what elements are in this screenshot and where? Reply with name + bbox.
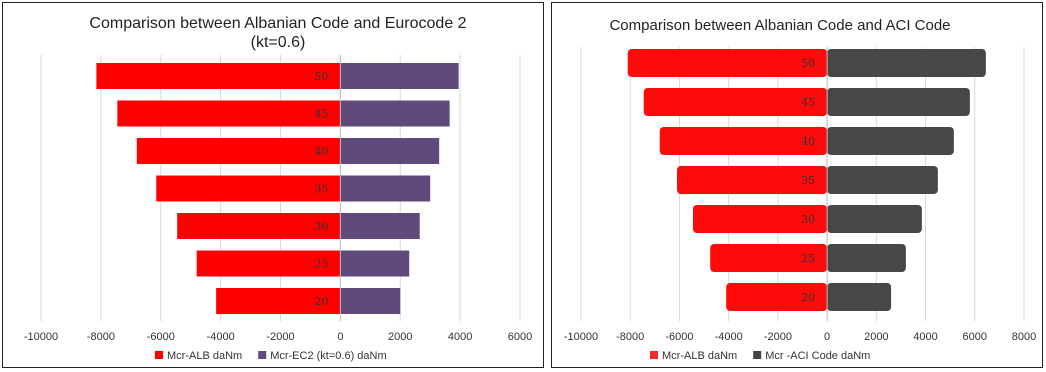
bar-alb xyxy=(136,138,341,164)
category-label: 45 xyxy=(314,108,328,121)
x-tick-label: 0 xyxy=(337,331,343,343)
bar-alb xyxy=(156,175,341,202)
legend-label: Mcr-ALB daNm xyxy=(167,350,242,362)
bar-compare xyxy=(340,213,420,239)
bar-compare xyxy=(827,166,938,194)
bar-alb xyxy=(117,100,341,127)
bar-compare xyxy=(340,288,401,314)
x-tick-label: -10000 xyxy=(564,331,598,343)
x-tick-label: 2000 xyxy=(388,331,412,343)
bar-compare xyxy=(827,127,954,155)
category-label: 50 xyxy=(801,57,815,70)
category-label: 40 xyxy=(314,145,328,158)
x-tick-label: 2000 xyxy=(864,331,888,343)
bar-compare xyxy=(340,100,450,127)
category-label: 30 xyxy=(801,213,815,226)
legend-swatch xyxy=(650,351,658,359)
bar-compare xyxy=(340,138,440,164)
bar-alb xyxy=(177,213,341,239)
x-tick-label: -6000 xyxy=(147,331,175,343)
chart-title-line: Comparison between Albanian Code and ACI… xyxy=(609,17,950,34)
bar-compare xyxy=(827,88,970,116)
x-tick-label: -6000 xyxy=(665,331,693,343)
chart-panel-aci: Comparison between Albanian Code and ACI… xyxy=(551,2,1043,368)
legend-label: Mcr -ACI Code daNm xyxy=(765,350,870,362)
bar-compare xyxy=(827,283,892,311)
bar-alb xyxy=(96,63,341,89)
bar-alb xyxy=(627,49,828,77)
category-label: 20 xyxy=(801,291,815,304)
category-label: 20 xyxy=(314,295,328,308)
x-tick-label: -2000 xyxy=(266,331,294,343)
x-tick-label: 4000 xyxy=(913,331,937,343)
bar-alb xyxy=(659,127,828,155)
category-label: 50 xyxy=(314,70,328,83)
chart-title-line: Comparison between Albanian Code and Eur… xyxy=(89,15,466,32)
bar-compare xyxy=(340,63,459,89)
x-tick-label: 8000 xyxy=(1012,331,1036,343)
legend-swatch xyxy=(753,351,762,359)
x-tick-label: -4000 xyxy=(207,331,235,343)
x-tick-label: -8000 xyxy=(616,331,644,343)
bar-alb xyxy=(726,283,828,311)
bar-alb xyxy=(710,244,828,272)
bar-alb xyxy=(196,250,341,277)
category-label: 35 xyxy=(314,183,328,196)
chart-aci: Comparison between Albanian Code and ACI… xyxy=(564,17,1036,362)
category-label: 35 xyxy=(801,174,815,187)
bar-compare xyxy=(340,175,431,202)
category-label: 25 xyxy=(801,252,815,265)
legend-label: Mcr-EC2 (kt=0.6) daNm xyxy=(270,350,386,362)
x-tick-label: -8000 xyxy=(87,331,115,343)
legend-label: Mcr-ALB daNm xyxy=(662,350,737,362)
bar-alb xyxy=(676,166,828,194)
x-tick-label: 4000 xyxy=(448,331,472,343)
chart-panel-eurocode: Comparison between Albanian Code and Eur… xyxy=(2,2,544,368)
legend-swatch xyxy=(155,351,163,359)
category-label: 45 xyxy=(801,96,815,109)
bar-alb xyxy=(692,205,828,233)
chart-title-line: (kt=0.6) xyxy=(251,34,306,51)
category-label: 40 xyxy=(801,135,815,148)
category-label: 25 xyxy=(314,258,328,271)
bar-compare xyxy=(827,205,922,233)
bar-compare xyxy=(827,49,986,77)
x-tick-label: 6000 xyxy=(963,331,987,343)
category-label: 30 xyxy=(314,220,328,233)
bar-alb xyxy=(216,288,341,314)
x-tick-label: -4000 xyxy=(715,331,743,343)
bar-alb xyxy=(643,88,828,116)
x-tick-label: 6000 xyxy=(508,331,532,343)
legend-swatch xyxy=(258,351,267,359)
x-tick-label: 0 xyxy=(824,331,830,343)
chart-eurocode: Comparison between Albanian Code and Eur… xyxy=(24,15,532,362)
bar-compare xyxy=(340,250,410,277)
bar-compare xyxy=(827,244,906,272)
x-tick-label: -10000 xyxy=(24,331,58,343)
x-tick-label: -2000 xyxy=(764,331,792,343)
